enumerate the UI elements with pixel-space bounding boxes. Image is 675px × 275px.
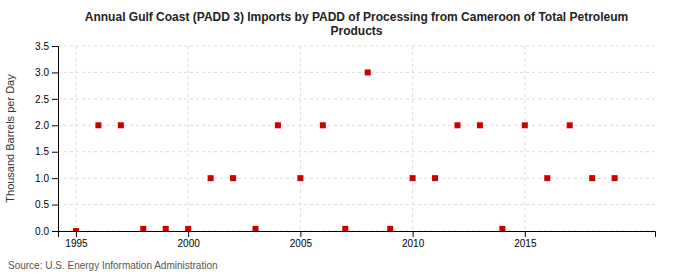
tick: 2.0 <box>35 120 58 131</box>
point <box>589 175 595 181</box>
tick-mark <box>52 205 58 206</box>
tick: 0.5 <box>35 199 58 210</box>
point <box>544 175 550 181</box>
tick-label: 0.5 <box>35 199 49 210</box>
tick: 0.0 <box>35 226 58 237</box>
point <box>477 122 483 128</box>
tick-label: 3.5 <box>35 41 49 52</box>
y-axis-title: Thousand Barrels per Day <box>4 74 16 203</box>
y-axis: 0.0 0.5 1.0 1.5 2.0 2.5 3.0 3.5 <box>35 41 58 237</box>
tick: 2005 <box>290 231 313 249</box>
tick-mark <box>52 72 58 73</box>
grid-line <box>188 46 189 231</box>
point <box>365 69 371 75</box>
point <box>73 228 79 231</box>
point <box>567 122 573 128</box>
grid-line <box>300 46 301 231</box>
grid-line <box>58 178 655 179</box>
point <box>275 122 281 128</box>
point <box>140 226 146 231</box>
tick: 3.0 <box>35 67 58 78</box>
tick: 2015 <box>514 231 537 249</box>
tick: 1.5 <box>35 146 58 157</box>
point <box>342 226 348 231</box>
tick: 3.5 <box>35 41 58 52</box>
grid-line <box>58 204 655 205</box>
tick-mark <box>52 231 58 232</box>
tick-label: 0.0 <box>35 226 49 237</box>
grid-line <box>58 72 655 73</box>
x-axis: 1995 2000 2005 2010 2015 <box>59 231 656 249</box>
point <box>612 175 618 181</box>
grid <box>58 46 655 231</box>
tick-mark <box>52 152 58 153</box>
point <box>118 122 124 128</box>
tick-label: 2010 <box>402 238 425 249</box>
grid-line <box>58 125 655 126</box>
tick-label: 2015 <box>514 238 537 249</box>
tick-label: 2.5 <box>35 94 49 105</box>
point <box>387 226 393 231</box>
point <box>410 175 416 181</box>
tick-mark <box>76 231 77 237</box>
tick-mark <box>52 46 58 47</box>
plot: 1995 2000 2005 2010 2015 0.0 0.5 1.0 1.5 2.0 2.5 3.… <box>35 41 655 249</box>
tick: 2.5 <box>35 94 58 105</box>
point <box>95 122 101 128</box>
grid-line <box>412 46 413 231</box>
point <box>297 175 303 181</box>
tick-label: 2000 <box>178 238 201 249</box>
point <box>185 226 191 231</box>
point <box>320 122 326 128</box>
tick-mark <box>413 231 414 237</box>
point <box>499 226 505 231</box>
tick-label: 1.5 <box>35 146 49 157</box>
title: Annual Gulf Coast (PADD 3) Imports by PA… <box>85 10 628 38</box>
point <box>432 175 438 181</box>
tick-mark <box>52 99 58 100</box>
tick-mark <box>52 125 58 126</box>
tick: 1.0 <box>35 173 58 184</box>
tick-label: 2.0 <box>35 120 49 131</box>
tick-mark <box>188 231 189 237</box>
grid-line <box>75 46 76 231</box>
point <box>454 122 460 128</box>
tick: 2010 <box>402 231 425 249</box>
tick-label: 1995 <box>65 238 88 249</box>
point <box>253 226 259 231</box>
tick-label: 2005 <box>290 238 313 249</box>
tick: 1995 <box>65 231 88 249</box>
axis-line <box>52 47 59 232</box>
tick-mark <box>525 231 526 237</box>
point <box>208 175 214 181</box>
grid-line <box>58 46 655 47</box>
grid-line <box>524 46 525 231</box>
grid-line <box>58 98 655 99</box>
axis-line <box>59 232 656 238</box>
tick-label: 1.0 <box>35 173 49 184</box>
point <box>230 175 236 181</box>
tick: 2000 <box>178 231 201 249</box>
tick-mark <box>300 231 301 237</box>
grid-line <box>58 151 655 152</box>
point <box>522 122 528 128</box>
point <box>163 226 169 231</box>
source: Source: U.S. Energy Information Administ… <box>8 260 218 271</box>
chart: 1995 2000 2005 2010 2015 0.0 0.5 1.0 1.5 2.0 2.5 3.… <box>0 0 675 275</box>
marks <box>73 69 618 231</box>
tick-mark <box>52 178 58 179</box>
tick-label: 3.0 <box>35 67 49 78</box>
